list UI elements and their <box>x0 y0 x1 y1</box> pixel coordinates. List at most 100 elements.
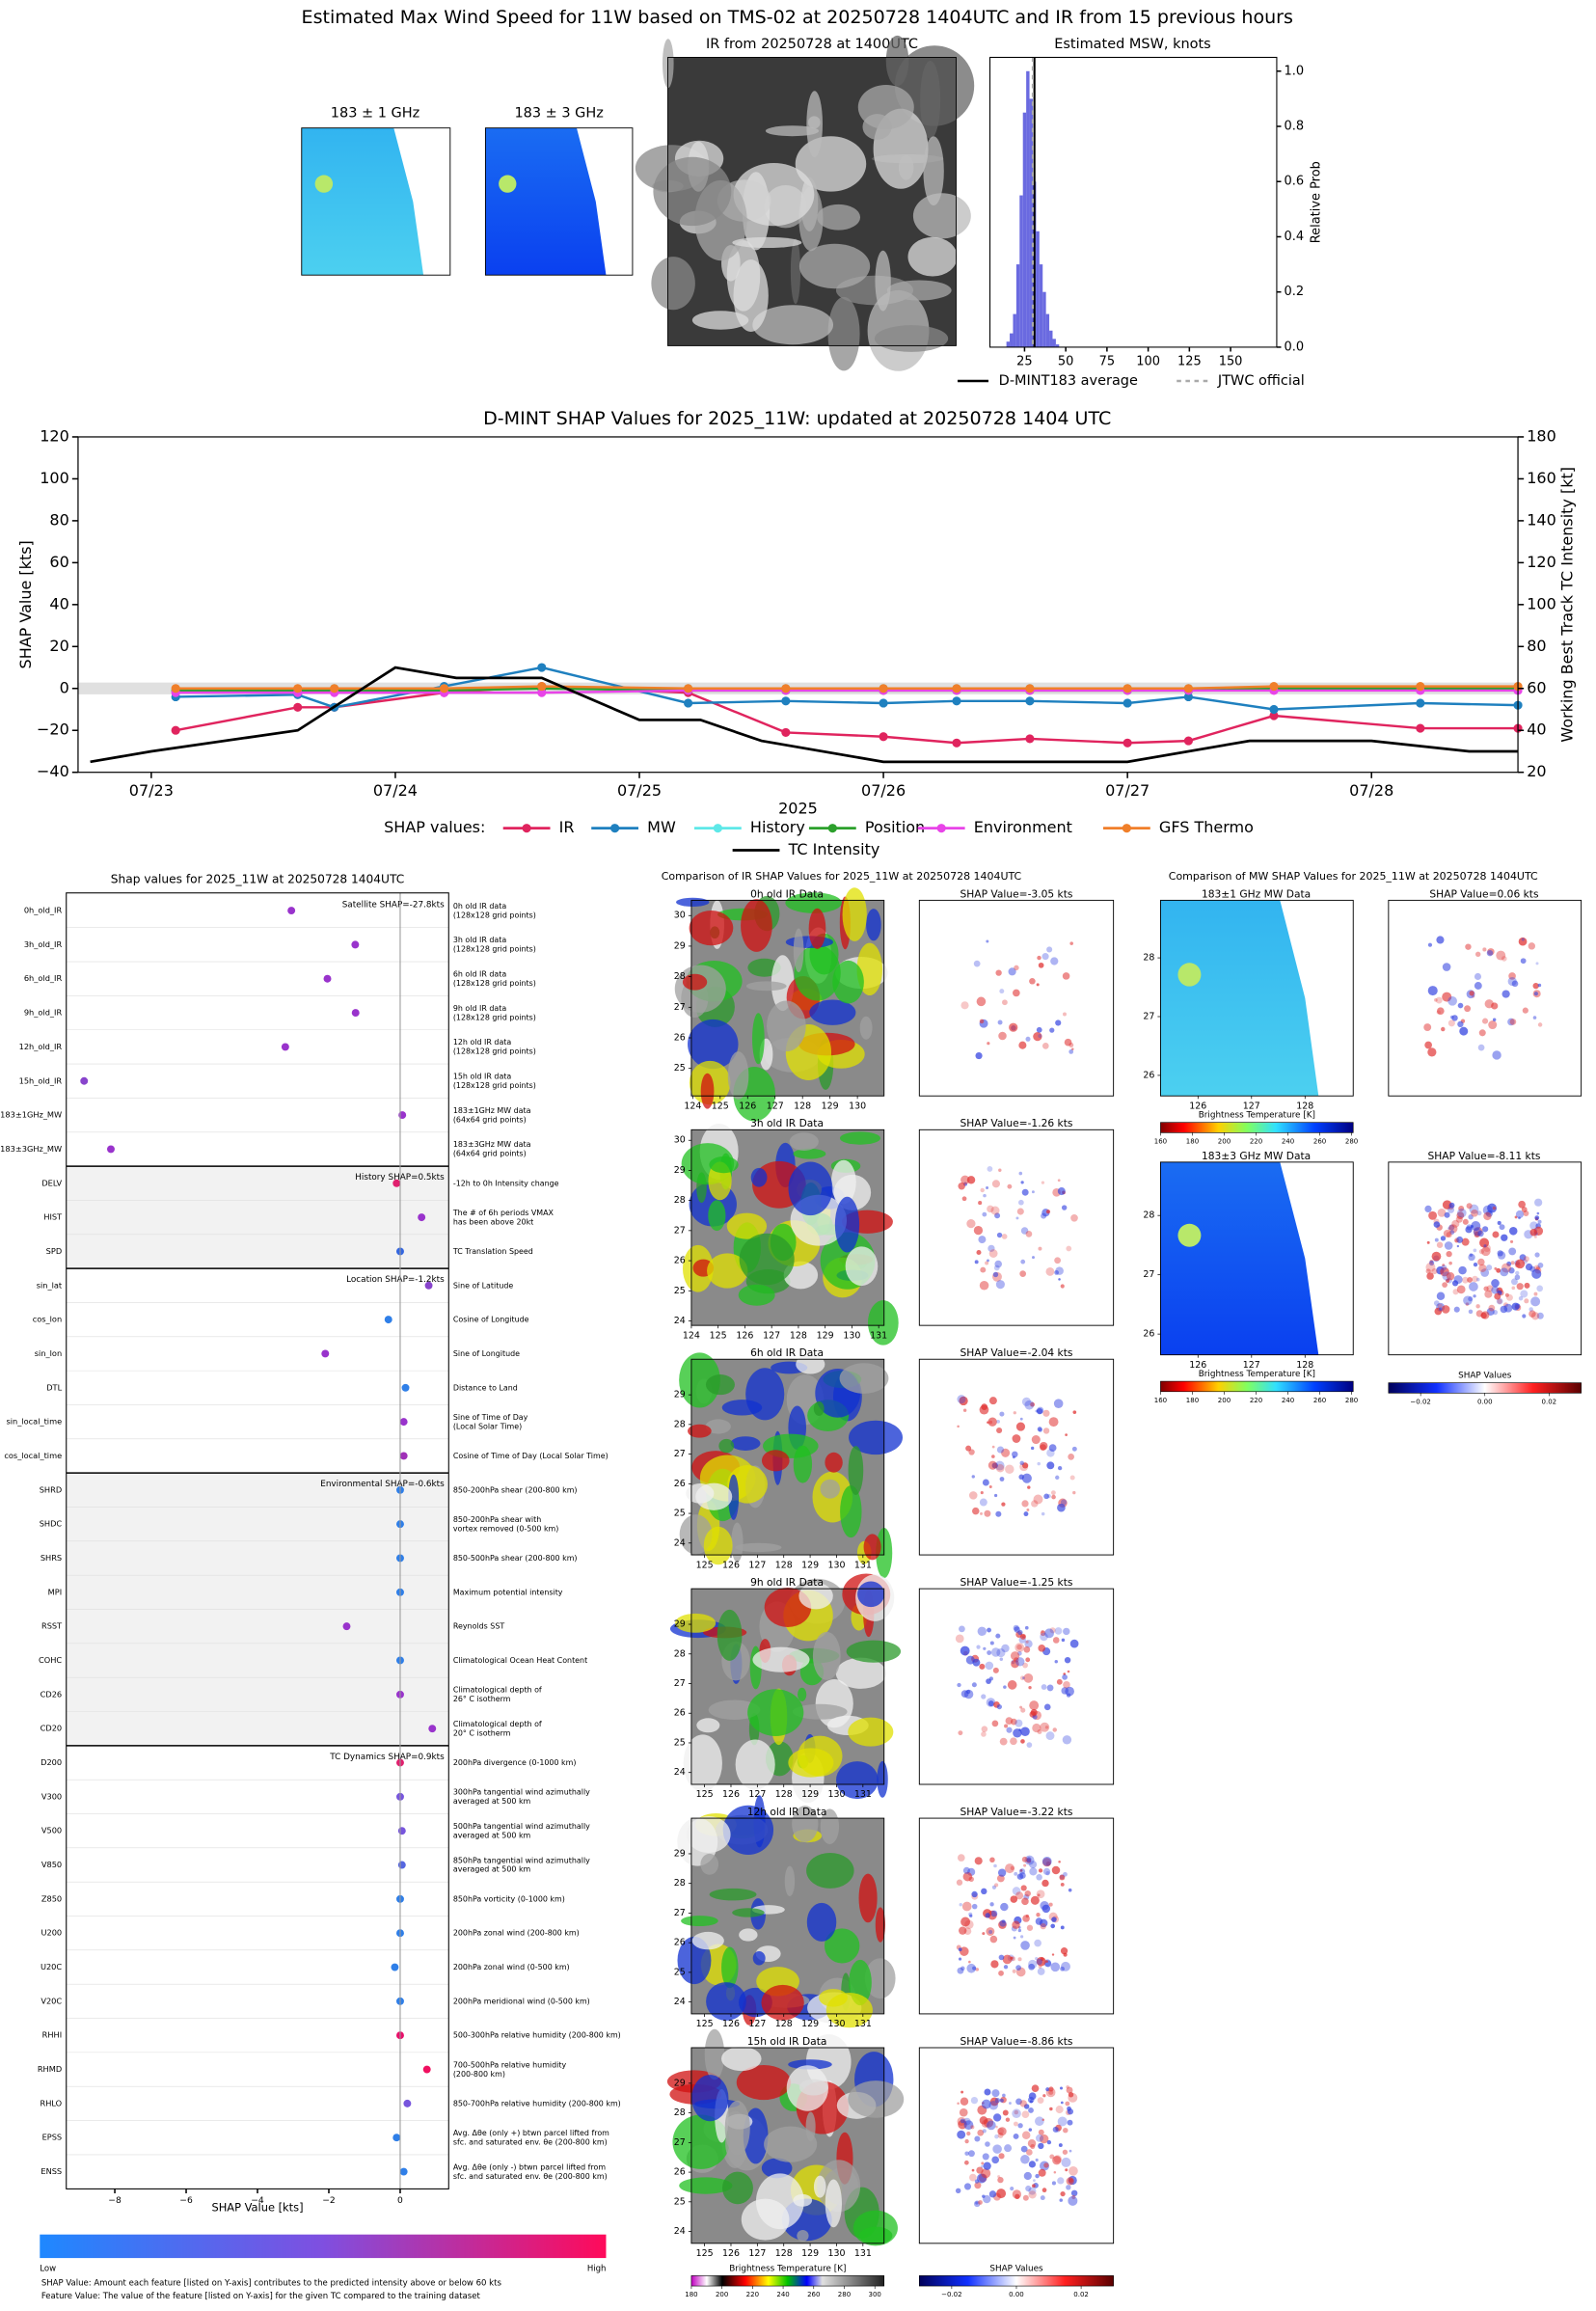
series-point <box>684 684 693 693</box>
x-tick-label: 124 <box>684 1101 701 1111</box>
shap-speck <box>994 1460 1005 1471</box>
shap-speck <box>982 1211 987 1217</box>
cloud <box>820 1479 841 1499</box>
y-tick-label: 26 <box>674 1033 686 1044</box>
shap-speck <box>1424 1041 1432 1049</box>
x-tick-label: 127 <box>748 2248 766 2259</box>
y-tick-label: 29 <box>674 1619 686 1630</box>
y-tick-label: V500 <box>41 1826 62 1835</box>
shap-speck <box>1028 2128 1033 2132</box>
mw-swath-edge <box>1280 900 1354 1097</box>
shap-speck <box>1052 2126 1059 2133</box>
shap-speck <box>959 1625 965 1633</box>
y-tick-label: HIST <box>43 1212 63 1222</box>
cloud <box>834 1196 860 1253</box>
feature-description: Cosine of Time of Day (Local Solar Time) <box>453 1452 609 1460</box>
cloud <box>923 136 944 206</box>
series-point <box>293 702 303 712</box>
cloud <box>722 2171 753 2205</box>
shap-speck <box>1500 1267 1509 1277</box>
shap-speck <box>1031 1500 1039 1508</box>
shap-speck <box>1021 1188 1029 1196</box>
shap-speck <box>1022 1662 1028 1669</box>
shap-speck <box>1478 1264 1487 1272</box>
y-tick-label: 0.2 <box>1285 285 1305 299</box>
shap-speck <box>1434 1237 1439 1242</box>
shap-speck <box>1533 1235 1537 1238</box>
shap-speck <box>1428 1260 1435 1266</box>
shap-speck <box>1024 1890 1031 1897</box>
shap-speck <box>1537 1022 1543 1027</box>
shap-speck <box>1036 1026 1042 1033</box>
shap-speck <box>996 2189 1007 2199</box>
x-tick-label: 124 <box>683 1330 700 1341</box>
cloud <box>726 240 761 312</box>
shap-speck <box>964 2138 969 2144</box>
feature-description: Avg. Δθe (only -) btwn parcel lifted fro… <box>453 2162 607 2171</box>
shap-speck <box>979 1498 987 1507</box>
panel-title: SHAP Value=-2.04 kts <box>960 1346 1073 1359</box>
legend-marker <box>522 824 531 833</box>
shap-speck <box>1436 1241 1444 1248</box>
feature-description: sfc. and saturated env. θe (200-800 km) <box>453 2137 608 2146</box>
shap-speck <box>981 2161 985 2165</box>
shap-speck <box>1016 1644 1022 1650</box>
x-tick-label: 128 <box>775 2248 793 2259</box>
shap-speck <box>993 1493 998 1498</box>
legend-label: Environment <box>974 818 1072 836</box>
shap-speck <box>992 1271 999 1278</box>
x-tick-label: 128 <box>790 1330 807 1341</box>
cloud <box>761 1450 790 1472</box>
shap-speck <box>1477 1258 1485 1266</box>
shap-speck <box>974 1260 979 1264</box>
shap-speck <box>986 939 989 943</box>
feature-description: 26° C isotherm <box>453 1695 511 1703</box>
cloud <box>798 1687 807 1701</box>
shap-speck <box>999 1737 1008 1746</box>
x-tick-label: 128 <box>775 2019 793 2029</box>
y-axis-label: SHAP Value [kts] <box>16 540 35 668</box>
shap-speck <box>971 1475 975 1479</box>
shap-speck <box>1462 1276 1469 1284</box>
shap-dot <box>392 2134 401 2142</box>
cloud <box>813 2175 826 2198</box>
shap-speck <box>1448 1224 1455 1231</box>
shap-speck <box>958 1957 962 1961</box>
shap-speck <box>1041 2188 1047 2193</box>
shap-speck <box>1533 1264 1540 1271</box>
shap-speck <box>1511 1286 1516 1291</box>
shap-speck <box>957 1682 961 1688</box>
shap-speck <box>1031 2084 1040 2092</box>
shap-speck <box>957 2102 960 2105</box>
y-tick-label: 9h_old_IR <box>24 1008 63 1018</box>
shap-speck <box>1456 1211 1465 1220</box>
shap-speck <box>975 1051 983 1060</box>
shap-speck <box>1005 2117 1011 2122</box>
shap-speck <box>1482 947 1487 952</box>
shap-speck <box>965 1689 971 1695</box>
series-point <box>293 684 303 693</box>
series-point <box>952 738 961 748</box>
feature-description: Climatological depth of <box>453 1686 542 1695</box>
feature-description: (200-800 km) <box>453 2070 505 2079</box>
x-tick-label: 100 <box>1136 355 1160 369</box>
colorbar-tick-label: 280 <box>1345 1137 1358 1146</box>
colorbar-tick-label: 180 <box>1186 1137 1199 1146</box>
shap-speck <box>1044 1628 1054 1639</box>
hist-bar <box>1045 313 1050 347</box>
series-point <box>1269 704 1279 715</box>
cloud <box>752 305 834 345</box>
shap-speck <box>1036 1406 1044 1414</box>
cloud <box>761 2158 793 2179</box>
shap-speck <box>1005 1863 1014 1874</box>
series-point <box>537 663 547 672</box>
shap-speck <box>1026 1857 1032 1862</box>
y-tick-label: 26 <box>674 1708 686 1719</box>
shap-speck <box>986 1186 989 1189</box>
y-tick-label: 25 <box>674 1509 686 1519</box>
cloud <box>784 1865 796 1897</box>
y-tick-label: DTL <box>46 1382 62 1392</box>
feature-description: has been above 20kt <box>453 1217 533 1226</box>
feature-description: averaged at 500 km <box>453 1797 531 1806</box>
shap-speck <box>1035 2158 1039 2162</box>
